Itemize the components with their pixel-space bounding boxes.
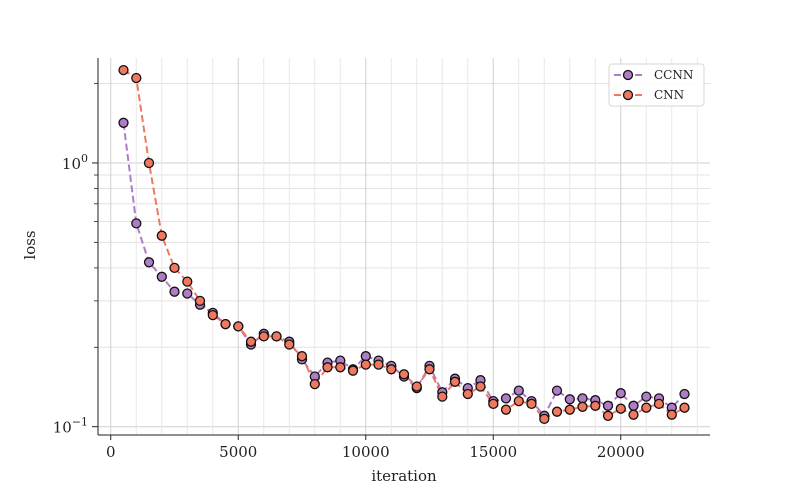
x-tick-label: 5000 <box>219 443 257 461</box>
data-point-cnn <box>386 364 397 375</box>
data-point-cnn <box>513 395 524 407</box>
data-point-cnn <box>653 398 665 410</box>
data-point-cnn <box>118 64 129 76</box>
data-point-cnn <box>539 413 550 425</box>
data-point-cnn <box>577 401 588 412</box>
data-point-cnn <box>182 276 193 287</box>
series-line-cnn <box>122 69 685 421</box>
data-point-cnn <box>475 381 486 392</box>
data-point-cnn <box>131 72 142 84</box>
y-axis-label: loss <box>21 230 39 259</box>
data-point-cnn <box>169 262 180 274</box>
data-point-ccnn <box>360 351 371 362</box>
data-point-ccnn <box>602 400 614 411</box>
y-tick-label: 100 <box>62 152 88 173</box>
legend-marker-cnn <box>622 89 634 101</box>
legend-label-cnn: CNN <box>654 88 684 102</box>
data-point-cnn <box>564 404 575 415</box>
data-point-ccnn <box>131 218 142 229</box>
data-point-cnn <box>335 362 346 373</box>
data-point-cnn <box>322 362 333 373</box>
data-point-ccnn <box>156 271 167 282</box>
data-point-cnn <box>220 318 231 330</box>
data-point-ccnn <box>513 385 524 396</box>
legend-label-ccnn: CCNN <box>654 68 693 82</box>
x-tick-label: 0 <box>106 443 116 461</box>
x-tick-label: 10000 <box>342 443 390 461</box>
data-point-cnn <box>449 376 461 387</box>
data-point-cnn <box>347 365 359 376</box>
x-tick-label: 20000 <box>597 443 645 461</box>
data-point-cnn <box>284 339 295 350</box>
data-point-ccnn <box>169 286 180 297</box>
data-point-cnn <box>641 402 652 413</box>
data-point-cnn <box>424 364 435 375</box>
data-point-cnn <box>551 406 563 417</box>
data-point-cnn <box>628 409 639 420</box>
data-point-cnn <box>258 331 269 342</box>
data-point-cnn <box>398 369 410 380</box>
data-point-ccnn <box>143 257 155 268</box>
series-layer <box>118 64 690 425</box>
data-point-ccnn <box>551 385 563 396</box>
data-point-ccnn <box>564 394 575 405</box>
data-point-cnn <box>526 398 537 410</box>
data-point-ccnn <box>118 117 129 128</box>
data-point-cnn <box>602 410 614 421</box>
data-point-ccnn <box>182 288 193 299</box>
data-point-cnn <box>360 359 371 370</box>
data-point-cnn <box>666 409 677 420</box>
data-point-cnn <box>271 331 282 342</box>
data-point-cnn <box>143 157 155 169</box>
data-point-cnn <box>156 230 167 241</box>
data-point-cnn <box>373 359 384 370</box>
data-point-cnn <box>500 404 512 415</box>
data-point-ccnn <box>500 393 512 404</box>
data-point-cnn <box>411 381 422 392</box>
legend: CCNN CNN <box>608 63 705 107</box>
x-axis-label: iteration <box>371 467 437 485</box>
data-point-cnn <box>488 398 499 410</box>
x-tick-label: 15000 <box>469 443 517 461</box>
data-point-cnn <box>462 388 473 400</box>
legend-marker-ccnn <box>622 69 634 81</box>
data-point-cnn <box>437 391 448 402</box>
data-point-cnn <box>245 336 257 347</box>
data-point-ccnn <box>679 388 690 400</box>
data-point-cnn <box>207 309 218 321</box>
data-point-cnn <box>615 403 626 414</box>
y-tick-label: 10−1 <box>53 416 88 437</box>
data-point-cnn <box>194 295 206 307</box>
data-point-ccnn <box>615 388 626 399</box>
data-point-ccnn <box>577 393 588 404</box>
data-point-cnn <box>590 400 601 411</box>
data-point-cnn <box>309 378 320 390</box>
data-point-ccnn <box>628 400 639 411</box>
axes: 0 5000 10000 15000 20000 10−1 100 <box>53 58 710 461</box>
data-point-cnn <box>233 321 244 332</box>
data-point-ccnn <box>641 391 652 402</box>
data-point-cnn <box>296 351 308 362</box>
data-point-cnn <box>679 402 690 413</box>
